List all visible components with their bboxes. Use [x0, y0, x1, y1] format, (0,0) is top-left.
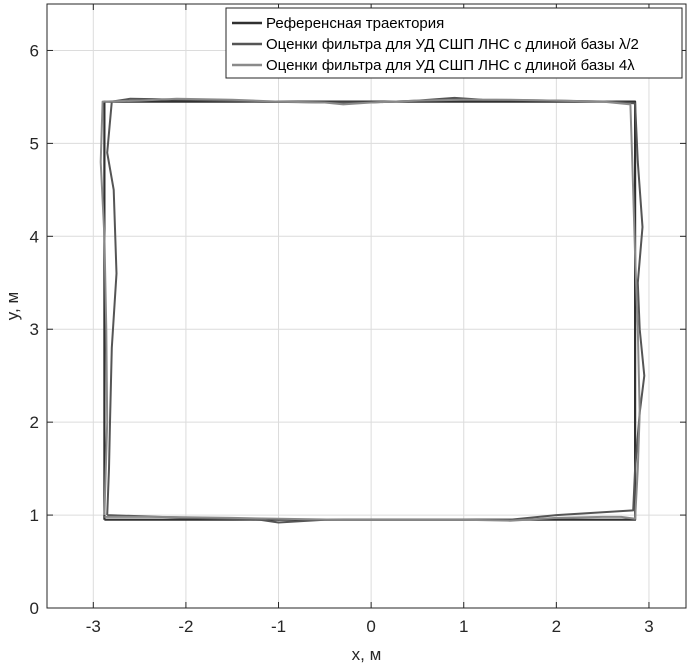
legend-box [225, 7, 683, 79]
x-tick-label: -1 [271, 617, 286, 636]
legend: Референсная траектория Оценки фильтра дл… [225, 7, 683, 79]
series-group [99, 96, 646, 524]
series-line-filter-half-lambda [106, 96, 646, 524]
y-tick-label: 1 [30, 506, 39, 525]
x-tick-label: 1 [459, 617, 468, 636]
x-tick-label: 3 [644, 617, 653, 636]
y-tick-label: 6 [30, 41, 39, 60]
plot-area [46, 3, 687, 609]
x-tick-label: -2 [178, 617, 193, 636]
y-tick-label: 0 [30, 599, 39, 618]
x-tick-label: -3 [86, 617, 101, 636]
y-tick-label: 2 [30, 413, 39, 432]
x-tick-label: 0 [366, 617, 375, 636]
x-axis-label: x, м [352, 645, 382, 664]
y-tick-label: 4 [30, 227, 39, 246]
axis-ticks: -3 -2 -1 0 1 2 3 0 1 2 3 4 5 6 [30, 4, 686, 636]
y-tick-label: 3 [30, 320, 39, 339]
series-line-filter-four-lambda [99, 97, 641, 522]
y-tick-label: 5 [30, 134, 39, 153]
y-axis-label: y, м [3, 292, 22, 320]
x-tick-label: 2 [552, 617, 561, 636]
series-line-reference [103, 100, 637, 521]
legend-label-filter-four-lambda: Оценки фильтра для УД СШП ЛНС с длиной б… [266, 57, 635, 74]
legend-label-filter-half-lambda: Оценки фильтра для УД СШП ЛНС с длиной б… [266, 36, 639, 53]
legend-label-reference: Референсная траектория [266, 15, 444, 32]
